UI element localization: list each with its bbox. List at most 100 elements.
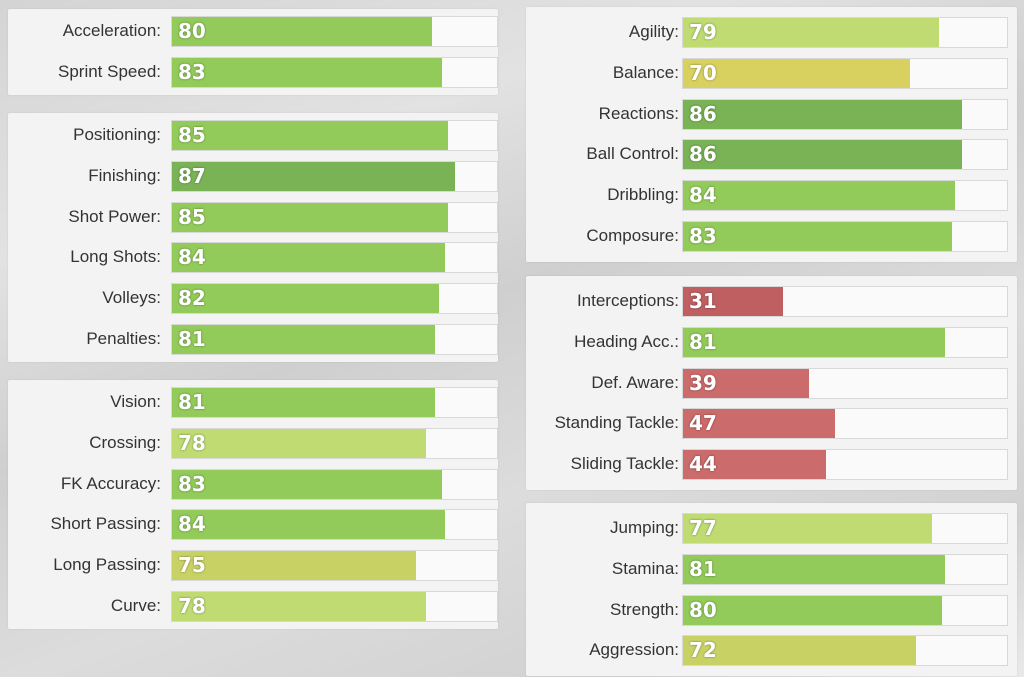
stat-bar-fill (172, 551, 416, 581)
stat-value: 81 (689, 329, 717, 354)
stat-value: 47 (689, 411, 717, 436)
stat-value: 84 (178, 245, 206, 270)
stat-label: Sprint Speed: (57, 61, 161, 81)
stat-bar: 85 (171, 201, 498, 233)
stat-label: Heading Acc.: (574, 331, 679, 351)
stat-row-jumping: Jumping: 77 (526, 511, 1017, 545)
stat-value: 83 (178, 59, 206, 84)
stat-row-positioning: Positioning: 85 (8, 118, 498, 152)
stat-row-curve: Curve: 78 (8, 589, 498, 623)
stat-row-strength: Strength: 80 (526, 593, 1017, 627)
stat-label: Sliding Tackle: (570, 454, 679, 474)
stat-label: Acceleration: (62, 21, 161, 40)
stat-value: 72 (689, 638, 717, 663)
stat-bar-fill (683, 409, 836, 439)
stat-bar: 78 (171, 591, 498, 622)
stat-label: Jumping: (610, 518, 679, 537)
stat-value: 75 (178, 553, 206, 578)
stat-bar: 85 (171, 120, 498, 151)
stat-label: Strength: (610, 599, 679, 619)
stat-label: Volleys: (102, 288, 161, 308)
stat-label: Interceptions: (576, 291, 679, 310)
stat-bar-fill (683, 595, 943, 625)
stat-bar: 82 (171, 283, 498, 315)
stat-row-sliding-tackle: Sliding Tackle: 44 (526, 447, 1017, 481)
stat-row-vision: Vision: 81 (8, 385, 498, 419)
stat-bar-fill (172, 17, 432, 46)
stat-bar-fill (172, 57, 442, 87)
stat-row-crossing: Crossing: 78 (8, 426, 498, 460)
stat-label: Dribbling: (607, 185, 679, 205)
stat-value: 78 (178, 594, 206, 618)
stat-bar-fill (172, 161, 455, 191)
stat-bar-fill (172, 243, 445, 273)
stat-label: Penalties: (86, 329, 161, 348)
stat-bar: 86 (682, 139, 1008, 171)
stat-label: Short Passing: (50, 514, 161, 534)
stat-value: 85 (178, 204, 206, 229)
stat-label: Composure: (586, 226, 679, 245)
stat-label: Balance: (612, 62, 679, 82)
stat-bar-fill (683, 58, 910, 88)
stat-label: Def. Aware: (591, 372, 679, 392)
stat-label: Standing Tackle: (554, 413, 679, 433)
stat-bar: 84 (171, 509, 498, 541)
stat-bar-fill (683, 554, 946, 584)
stat-label: Positioning: (73, 125, 161, 144)
stat-value: 81 (178, 327, 206, 351)
stat-row-volleys: Volleys: 82 (8, 281, 498, 315)
stat-bar: 78 (171, 427, 498, 459)
stat-label: Long Passing: (53, 555, 161, 575)
stat-bar: 44 (682, 449, 1008, 481)
stat-row-balance: Balance: 70 (526, 56, 1017, 90)
stat-bar: 77 (682, 513, 1008, 544)
stat-bar-fill (172, 202, 449, 232)
stat-row-ball-control: Ball Control: 86 (526, 137, 1017, 171)
stat-value: 31 (689, 289, 717, 313)
left-column-panel-1: Acceleration: 80 Sprint Speed: 83 (8, 9, 498, 95)
stat-bar-fill (172, 284, 439, 314)
stat-row-standing-tackle: Standing Tackle: 47 (526, 406, 1017, 440)
stat-bar-fill (683, 327, 946, 357)
stat-row-heading-acc: Heading Acc.: 81 (526, 325, 1017, 359)
stat-bar: 87 (171, 160, 498, 192)
stat-row-sprint-speed: Sprint Speed: 83 (8, 55, 498, 89)
stat-bar-fill (683, 368, 810, 398)
stat-value: 83 (689, 224, 717, 248)
stat-label: Curve: (110, 596, 161, 615)
stat-bar: 81 (171, 324, 498, 355)
stat-row-finishing: Finishing: 87 (8, 159, 498, 193)
stat-bar: 86 (682, 98, 1008, 130)
stat-row-acceleration: Acceleration: 80 (8, 14, 498, 48)
stat-row-composure: Composure: 83 (526, 219, 1017, 253)
stat-bar-fill (683, 18, 939, 47)
right-column-panel-2: Interceptions: 31 Heading Acc.: 81 Def. Awar… (526, 276, 1017, 490)
left-column-panel-3: Vision: 81 Crossing: 78 FK Accuracy: 83 Short … (8, 380, 498, 629)
stat-value: 80 (178, 19, 206, 43)
stat-bar-fill (683, 99, 962, 129)
stat-value: 70 (689, 60, 717, 85)
stat-bar: 83 (171, 56, 498, 88)
stat-row-shot-power: Shot Power: 85 (8, 200, 498, 234)
stat-bar: 70 (682, 57, 1008, 89)
stat-label: Aggression: (589, 640, 679, 660)
stat-bar: 72 (682, 635, 1008, 667)
stat-label: Stamina: (611, 558, 679, 578)
stat-label: Crossing: (89, 432, 161, 452)
stat-row-stamina: Stamina: 81 (526, 552, 1017, 586)
stat-label: FK Accuracy: (60, 473, 161, 493)
stat-label: Finishing: (88, 165, 161, 185)
stat-bar: 84 (171, 242, 498, 274)
stat-value: 81 (178, 390, 206, 414)
stat-value: 84 (689, 183, 717, 208)
stat-value: 87 (178, 163, 206, 188)
left-column-panel-2: Positioning: 85 Finishing: 87 Shot Power: 85 L… (8, 113, 498, 362)
stat-bar-fill (172, 469, 442, 499)
stat-bar-fill (683, 181, 956, 211)
stat-bar: 83 (682, 221, 1008, 252)
stat-bar-fill (172, 121, 449, 150)
stat-bar-fill (683, 222, 952, 251)
stat-value: 79 (689, 20, 717, 44)
stat-label: Ball Control: (586, 144, 679, 164)
stat-bar: 81 (682, 553, 1008, 585)
